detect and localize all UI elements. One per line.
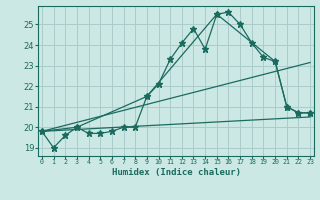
X-axis label: Humidex (Indice chaleur): Humidex (Indice chaleur) — [111, 168, 241, 177]
